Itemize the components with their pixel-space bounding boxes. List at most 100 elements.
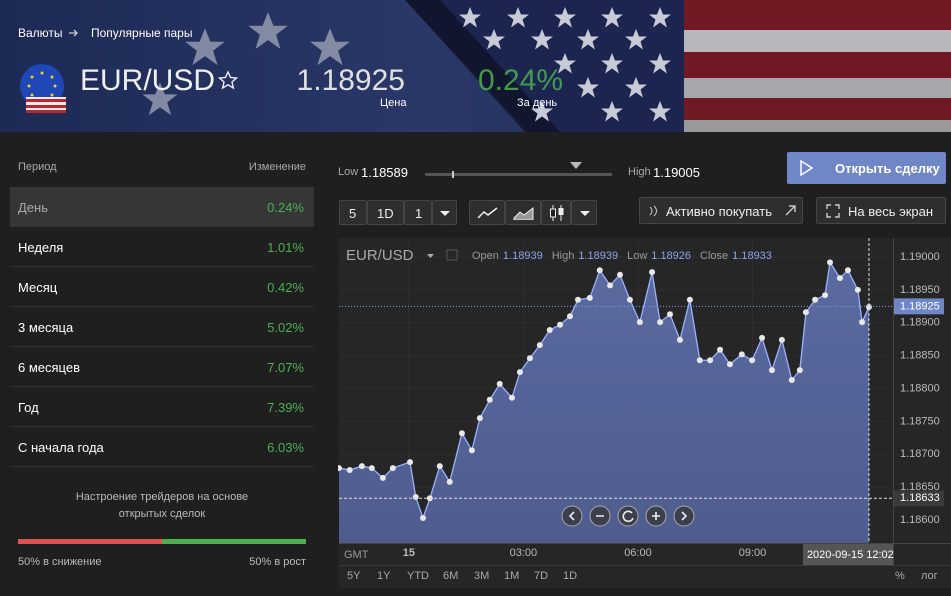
- price-point: [626, 296, 633, 303]
- price-point: [865, 304, 872, 311]
- price-point: [854, 286, 861, 293]
- interval-button[interactable]: 1D: [367, 200, 404, 225]
- price-point: [859, 319, 866, 326]
- area-type[interactable]: [505, 200, 541, 225]
- range-button[interactable]: 5Y: [347, 570, 361, 582]
- play-icon: [800, 159, 814, 177]
- price-point: [358, 463, 365, 470]
- line-type[interactable]: [469, 200, 505, 225]
- price-chart: 1.19000 1.18950 1.18900 1.18850 1.18800 1.187…: [338, 238, 951, 588]
- price-point: [686, 296, 693, 303]
- range-button[interactable]: 1D: [563, 570, 578, 582]
- scroll-left[interactable]: [561, 505, 583, 527]
- price-point: [486, 396, 493, 403]
- caret[interactable]: [427, 254, 434, 258]
- price-point: [407, 459, 414, 466]
- price-point: [338, 465, 342, 472]
- timezone: GMT: [344, 549, 369, 561]
- caret: [580, 211, 590, 216]
- price-point: [389, 465, 396, 472]
- interval-button[interactable]: 5: [339, 200, 367, 225]
- settings-icon[interactable]: [446, 249, 458, 261]
- x-tick-label: 03:00: [510, 547, 538, 559]
- period-row[interactable]: Месяц 0.42%: [10, 267, 314, 307]
- last-price-tag: [894, 298, 944, 315]
- breadcrumb[interactable]: Валюты: [18, 26, 63, 40]
- interval-button[interactable]: 1: [404, 200, 432, 225]
- period-row[interactable]: 3 месяца 5.02%: [10, 307, 314, 347]
- zoom-controls: [561, 505, 695, 527]
- scale-option[interactable]: %: [895, 570, 905, 582]
- price-point: [788, 376, 795, 383]
- y-tick-label: 1.18750: [900, 415, 940, 427]
- price-point: [778, 336, 785, 343]
- period-row[interactable]: 6 месяцев 7.07%: [10, 347, 314, 387]
- range-button[interactable]: 1Y: [377, 570, 391, 582]
- axis-line: [339, 543, 951, 544]
- button-text: 5: [349, 206, 357, 221]
- sentiment-up-bar: [162, 539, 306, 544]
- price-point: [827, 259, 834, 266]
- candle-type[interactable]: [541, 200, 571, 225]
- period-change: 0.42%: [267, 280, 304, 295]
- price: 1.18925: [296, 64, 405, 97]
- button-text: Активно покупать: [666, 204, 772, 219]
- range-button[interactable]: 1M: [504, 570, 520, 582]
- ohlc-label: Open: [472, 250, 499, 262]
- price-point: [379, 474, 386, 481]
- price-point: [738, 351, 745, 358]
- price-point: [419, 515, 426, 522]
- price-point: [496, 380, 503, 387]
- price-point: [446, 478, 453, 485]
- fullscreen-button[interactable]: На весь экран: [816, 197, 946, 224]
- y-tick-label: 1.18900: [900, 317, 940, 329]
- buy-button[interactable]: Активно покупать: [639, 197, 803, 224]
- price-point: [607, 282, 614, 289]
- sentiment-up-label: 50% в рост: [249, 556, 306, 568]
- reset[interactable]: [617, 505, 639, 527]
- period-change: 6.03%: [267, 440, 304, 455]
- price-point: [768, 367, 775, 374]
- period-row[interactable]: С начала года 6.03%: [10, 427, 314, 467]
- range-button[interactable]: YTD: [407, 570, 429, 582]
- period-name: Неделя: [18, 240, 64, 255]
- ohlc-value: 1.18939: [503, 250, 543, 262]
- range-button[interactable]: 6M: [443, 570, 459, 582]
- chart-symbol[interactable]: EUR/USD: [346, 247, 414, 264]
- sentiment-down-label: 50% в снижение: [18, 556, 102, 568]
- open-trade-button[interactable]: Открыть сделку: [787, 152, 946, 184]
- ohlc-value: 1.18933: [732, 250, 772, 262]
- price-point: [759, 334, 766, 341]
- scale-option[interactable]: лог: [921, 570, 938, 582]
- price-point: [436, 463, 443, 470]
- low-label: 1.18633: [900, 492, 940, 504]
- ohlc-label: High: [552, 250, 575, 262]
- dropdown[interactable]: [432, 200, 457, 225]
- breadcrumb[interactable]: Популярные пары: [91, 26, 193, 40]
- scroll-right[interactable]: [673, 505, 695, 527]
- range-button[interactable]: 3M: [474, 570, 490, 582]
- icon: [477, 207, 498, 219]
- price-point: [836, 275, 843, 282]
- sentiment-down-bar: [18, 539, 162, 544]
- range-button[interactable]: 7D: [534, 570, 549, 582]
- price-point: [676, 336, 683, 343]
- y-tick-label: 1.18950: [900, 284, 940, 296]
- period-row[interactable]: Год 7.39%: [10, 387, 314, 427]
- y-tick-label: 1.18650: [900, 481, 940, 493]
- open-trade-text: Открыть сделку: [835, 161, 940, 176]
- x-tick-label: 15: [403, 547, 415, 559]
- dropdown[interactable]: [571, 200, 597, 225]
- y-tick-label: 1.18800: [900, 382, 940, 394]
- period-name: День: [18, 200, 48, 215]
- range-track: [425, 173, 612, 176]
- period-row[interactable]: Неделя 1.01%: [10, 227, 314, 267]
- price-point: [557, 321, 564, 328]
- period-row[interactable]: День 0.24%: [10, 187, 314, 227]
- high-label: High: [628, 166, 651, 178]
- price-point: [516, 369, 523, 376]
- table-header: Изменение: [248, 161, 306, 173]
- price-point: [822, 292, 829, 299]
- price-point: [596, 267, 603, 274]
- symbol: EUR/USD: [80, 64, 216, 97]
